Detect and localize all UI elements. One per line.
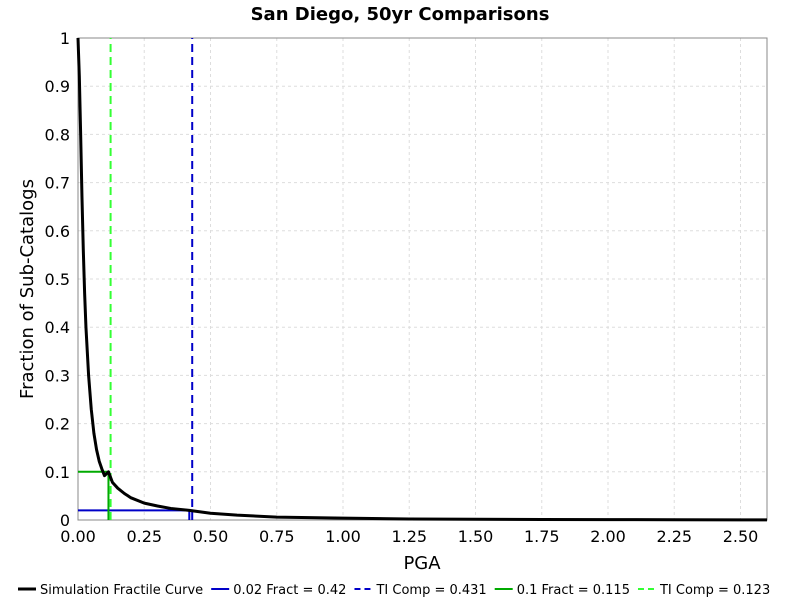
legend: Simulation Fractile Curve 0.02 Fract = 0.…	[18, 583, 770, 598]
x-tick-labels: 0.00 0.25 0.50 0.75 1.00 1.25 1.50 1.75 2.00 2.25…	[60, 527, 758, 546]
y-tick-label: 1	[60, 29, 70, 48]
x-tick-label: 1.00	[325, 527, 361, 546]
x-axis-label: PGA	[403, 553, 441, 574]
x-tick-label: 1.50	[458, 527, 494, 546]
y-tick-label: 0.1	[45, 463, 70, 482]
y-tick-label: 0.3	[45, 366, 70, 385]
y-tick-label: 0	[60, 511, 70, 530]
series-line-1	[78, 509, 191, 520]
y-tick-label: 0.7	[45, 174, 70, 193]
legend-label: TI Comp = 0.123	[659, 583, 770, 598]
y-tick-label: 0.9	[45, 77, 70, 96]
y-axis-label: Fraction of Sub-Catalogs	[17, 179, 38, 399]
x-tick-label: 0.00	[60, 527, 96, 546]
y-tick-label: 0.2	[45, 415, 70, 434]
y-tick-label: 0.6	[45, 222, 70, 241]
series-line-3	[78, 470, 110, 520]
series-line-0	[76, 37, 768, 522]
legend-label: 0.02 Fract = 0.42	[233, 583, 346, 598]
y-tick-label: 0.5	[45, 270, 70, 289]
y-tick-labels: 0 0.1 0.2 0.3 0.4 0.5 0.6 0.7 0.8 0.9 1	[45, 29, 70, 530]
x-tick-label: 2.25	[656, 527, 692, 546]
chart-title: San Diego, 50yr Comparisons	[251, 4, 550, 25]
y-tick-label: 0.8	[45, 125, 70, 144]
x-tick-label: 0.50	[193, 527, 229, 546]
y-tick-label: 0.4	[45, 318, 70, 337]
grid	[77, 37, 767, 521]
series-layer	[76, 37, 768, 522]
x-tick-label: 0.75	[259, 527, 295, 546]
legend-label: Simulation Fractile Curve	[40, 583, 203, 598]
x-tick-label: 2.50	[723, 527, 759, 546]
x-tick-label: 0.25	[126, 527, 162, 546]
legend-label: TI Comp = 0.431	[375, 583, 486, 598]
legend-label: 0.1 Fract = 0.115	[517, 583, 630, 598]
x-tick-label: 1.75	[524, 527, 560, 546]
x-tick-label: 1.25	[391, 527, 427, 546]
x-tick-label: 2.00	[590, 527, 626, 546]
